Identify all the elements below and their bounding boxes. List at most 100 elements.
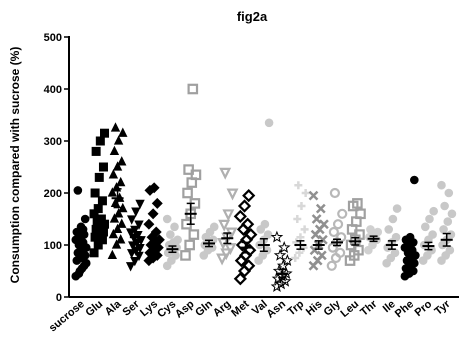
data-point: [276, 259, 290, 272]
data-point: [405, 232, 415, 242]
data-point: [112, 223, 123, 234]
data-point: [291, 254, 300, 262]
data-point: [151, 197, 163, 209]
data-point: [260, 219, 270, 229]
data-point: [388, 214, 398, 224]
x-tick-label: Met: [229, 298, 251, 320]
data-point: [218, 219, 231, 232]
data-point: [296, 233, 305, 242]
data-point: [134, 251, 144, 262]
data-point: [274, 277, 288, 290]
data-point: [118, 127, 128, 137]
data-point: [233, 272, 247, 286]
data-point: [113, 135, 124, 145]
y-tick-label: 200: [44, 188, 62, 200]
data-point: [300, 225, 309, 234]
y-tick-label: 100: [44, 240, 62, 252]
x-tick-label: Tyr: [432, 298, 453, 318]
data-point: [109, 213, 120, 223]
data-point: [173, 235, 182, 245]
data-point: [209, 222, 219, 232]
data-point: [294, 181, 303, 190]
data-point: [111, 239, 122, 249]
data-point: [147, 208, 159, 220]
data-point: [264, 118, 274, 128]
data-point: [81, 258, 91, 268]
data-point: [93, 204, 103, 214]
data-point: [134, 220, 144, 230]
data-point: [392, 204, 402, 213]
data-point: [293, 215, 302, 223]
data-point: [224, 243, 237, 256]
data-point: [73, 186, 83, 195]
data-point: [184, 239, 195, 251]
y-tick-label: 0: [56, 292, 62, 304]
data-point: [311, 214, 322, 224]
data-point: [162, 214, 172, 224]
data-point: [373, 227, 383, 237]
data-point: [301, 189, 310, 197]
data-point: [270, 230, 284, 243]
data-point: [226, 188, 239, 201]
data-point: [332, 219, 344, 230]
data-point: [443, 217, 453, 226]
x-tick-label: Thr: [358, 298, 380, 319]
data-point: [130, 225, 140, 236]
x-tick-label: sucrose: [47, 298, 87, 334]
data-point: [135, 243, 145, 254]
data-point: [117, 156, 127, 166]
data-point: [170, 222, 179, 232]
data-point: [97, 196, 107, 206]
data-point: [113, 208, 124, 218]
data-point: [216, 253, 229, 266]
data-point: [100, 128, 110, 138]
data-point: [444, 188, 454, 198]
data-point: [244, 228, 258, 242]
chart-title: fig2a: [237, 9, 268, 24]
data-point: [425, 214, 434, 224]
data-point: [447, 209, 457, 219]
data-point: [237, 199, 252, 213]
data-point: [117, 218, 127, 228]
data-point: [233, 209, 247, 223]
data-point: [263, 230, 273, 239]
data-point: [150, 226, 162, 238]
data-point: [135, 199, 145, 210]
data-point: [337, 208, 348, 219]
data-point: [446, 230, 456, 239]
data-point: [273, 248, 287, 261]
data-point: [410, 175, 419, 185]
data-point: [319, 219, 329, 230]
data-point: [277, 240, 291, 253]
data-point: [116, 176, 126, 187]
data-point: [220, 248, 233, 261]
data-point: [98, 162, 108, 172]
data-point: [439, 225, 448, 234]
data-point: [219, 167, 232, 180]
data-point: [262, 245, 272, 255]
data-point: [318, 234, 328, 245]
data-point: [336, 232, 347, 243]
data-point: [110, 122, 121, 132]
data-point: [281, 253, 294, 266]
data-point: [91, 146, 101, 156]
data-point: [107, 187, 118, 197]
y-tick-label: 300: [44, 136, 62, 148]
data-point: [328, 226, 339, 238]
data-point: [182, 187, 193, 199]
y-tick-label: 500: [44, 32, 62, 44]
data-point: [241, 217, 255, 231]
data-point: [187, 83, 199, 95]
y-tick-label: 400: [44, 84, 62, 96]
data-point: [112, 161, 123, 171]
data-point: [242, 189, 256, 203]
data-point: [429, 206, 438, 216]
data-point: [166, 230, 175, 239]
data-point: [437, 180, 446, 190]
data-point: [143, 218, 155, 230]
data-point: [90, 188, 100, 198]
data-point: [126, 215, 137, 225]
data-point: [278, 274, 292, 287]
data-point: [131, 207, 141, 217]
